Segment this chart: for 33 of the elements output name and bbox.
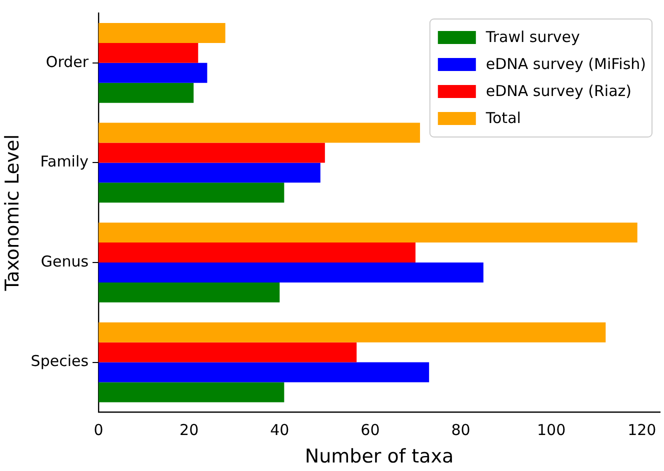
x-tick-label: 60 bbox=[360, 421, 380, 440]
y-axis-title: Taxonomic Level bbox=[1, 134, 24, 292]
bar bbox=[98, 162, 320, 183]
x-tick-label: 80 bbox=[451, 421, 470, 440]
bar bbox=[98, 282, 280, 302]
bar bbox=[98, 362, 430, 382]
bar bbox=[98, 82, 194, 103]
bar bbox=[98, 62, 208, 83]
x-tick-label: 100 bbox=[537, 421, 566, 440]
legend-label: Total bbox=[484, 108, 521, 127]
bar bbox=[98, 382, 284, 402]
bar bbox=[98, 342, 357, 362]
bar bbox=[98, 242, 416, 262]
x-tick-label: 120 bbox=[628, 421, 656, 440]
bar bbox=[98, 262, 484, 282]
x-tick-label: 40 bbox=[270, 421, 290, 440]
legend-label: eDNA survey (MiFish) bbox=[486, 54, 646, 73]
x-axis-title: Number of taxa bbox=[304, 446, 454, 468]
legend-label: Trawl survey bbox=[484, 28, 580, 46]
y-tick-label: Order bbox=[46, 52, 90, 71]
bar bbox=[98, 182, 284, 203]
y-tick-label: Family bbox=[40, 152, 89, 171]
bar bbox=[98, 42, 198, 63]
bar bbox=[98, 22, 226, 43]
y-tick-label: Species bbox=[30, 352, 89, 370]
bar bbox=[98, 122, 420, 143]
legend-label: eDNA survey (Riaz) bbox=[486, 82, 632, 100]
bar bbox=[98, 222, 638, 243]
x-tick-label: 20 bbox=[180, 421, 199, 440]
bar bbox=[98, 322, 606, 342]
y-tick-label: Genus bbox=[40, 252, 89, 270]
bar bbox=[98, 142, 325, 163]
x-tick-label: 0 bbox=[94, 421, 104, 440]
